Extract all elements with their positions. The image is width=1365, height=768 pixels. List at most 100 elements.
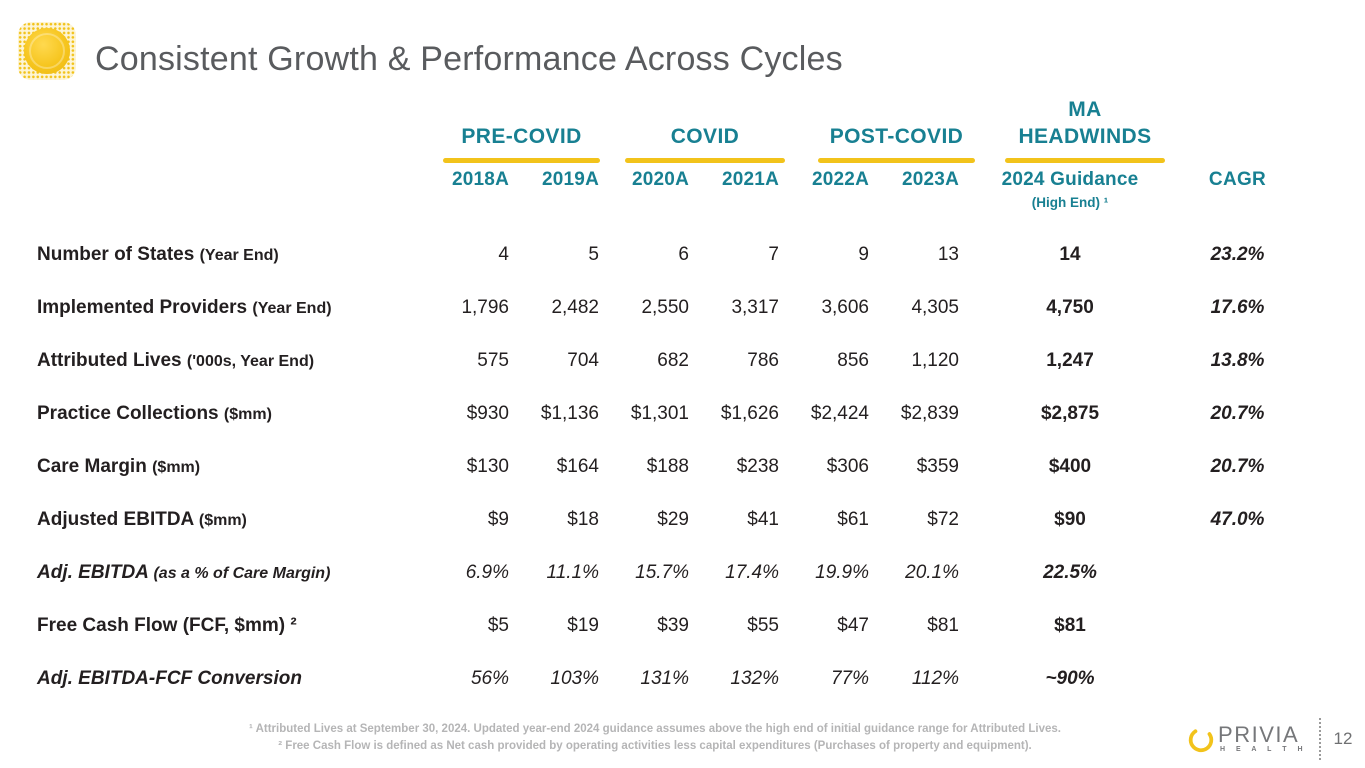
row-value: $1,136 [540,402,599,424]
row-guidance-value: 1,247 [1046,349,1094,371]
year-header-row: 2018A 2019A 2020A 2021A 2022A 2023A [420,169,960,191]
group-underline-bar [818,158,975,163]
row-label-main: Adjusted EBITDA [37,508,194,530]
row-value: 856 [837,349,869,371]
year-header: 2019A [542,169,599,190]
row-value: $1,301 [630,402,689,424]
footnote-line: ¹ Attributed Lives at September 30, 2024… [248,723,1061,735]
row-value: $9 [487,508,509,530]
row-cagr-value: 20.7% [1210,455,1265,477]
row-value: 3,317 [731,296,779,318]
row-value: 4 [498,243,509,265]
row-value: $306 [826,455,869,477]
row-value: $29 [657,508,689,530]
row-value: 20.1% [905,561,959,583]
row-value: 13 [937,243,959,265]
row-label-suffix: ('000s, Year End) [186,352,315,370]
row-value: 112% [911,667,959,689]
row-label-suffix: (Year End) [252,299,332,317]
row-value: 6.9% [465,561,509,583]
row-value: 575 [477,349,509,371]
row-guidance-value: $400 [1048,455,1092,477]
table-body: Number of States (Year End) 4 5 6 7 9 13 14 23.2… [37,228,1332,705]
row-label: Number of States (Year End) [37,244,420,266]
column-group-label-line: POST-COVID [829,125,964,149]
column-group-label: MA HEADWINDS [1018,97,1151,151]
row-value: $2,839 [900,402,959,424]
privia-brand-name: PRIVIA [1218,722,1300,747]
row-value: 11.1% [546,561,599,583]
column-group-label: POST-COVID [830,124,964,151]
row-value: 17.4% [725,561,779,583]
row-value: 131% [640,667,689,689]
group-underline-bar [443,158,600,163]
year-header: 2021A [722,169,779,190]
row-value: 132% [730,667,779,689]
row-value: $359 [916,455,959,477]
column-group-label-line: MA [1068,98,1102,122]
row-label-suffix: (Year End) [199,246,279,264]
table-row: Adj. EBITDA (as a % of Care Margin) 6.9% 1… [37,546,1332,599]
row-cagr-value: 20.7% [1210,402,1265,424]
row-value: 682 [657,349,689,371]
table-row: Implemented Providers (Year End) 1,796 2,4… [37,281,1332,334]
row-value: $18 [567,508,599,530]
row-cagr-value: 13.8% [1210,349,1265,371]
table-row: Adjusted EBITDA ($mm) $9 $18 $29 $41 $61 $72 $9… [37,493,1332,546]
page-number-divider [1319,718,1321,760]
row-cagr-value: 47.0% [1210,508,1265,530]
row-value: $81 [927,614,959,636]
row-value: $61 [837,508,869,530]
page-number: 12 [1333,729,1353,748]
row-value: 6 [678,243,689,265]
privia-ring-icon [1188,727,1214,753]
row-label-suffix: ($mm) [198,511,247,529]
group-underline-bar [625,158,785,163]
year-header: 2022A [812,169,869,190]
row-label-main: Number of States [37,243,195,265]
column-group-pre-covid: PRE-COVID [443,95,600,163]
column-group-post-covid: POST-COVID [818,95,975,163]
row-value: 4,305 [911,296,959,318]
row-guidance-value: $90 [1054,508,1086,530]
row-value: 103% [550,667,599,689]
row-guidance-value: 22.5% [1043,561,1097,583]
row-guidance-value: $81 [1054,614,1086,636]
row-value: 2,482 [551,296,599,318]
row-value: $1,626 [720,402,779,424]
row-label-main: Attributed Lives [37,349,182,371]
year-header: 2023A [902,169,959,190]
row-value: 704 [567,349,599,371]
row-value: $2,424 [810,402,869,424]
row-value: 2,550 [641,296,689,318]
row-guidance-value: $2,875 [1040,402,1100,424]
column-group-label: PRE-COVID [461,124,581,151]
row-value: $19 [567,614,599,636]
row-label: Adj. EBITDA (as a % of Care Margin) [37,562,420,584]
row-value: $39 [657,614,689,636]
year-header: 2020A [632,169,689,190]
row-guidance-value: 14 [1059,243,1081,265]
row-label-main: Practice Collections [37,402,219,424]
guidance-header-subline: (High End) ¹ [1031,195,1109,210]
row-value: 77% [830,667,869,689]
table-row: Adj. EBITDA-FCF Conversion 56% 103% 131% 132… [37,652,1332,705]
table-row: Practice Collections ($mm) $930 $1,136 $1,3… [37,387,1332,440]
row-label: Adjusted EBITDA ($mm) [37,509,420,531]
column-group-covid: COVID [625,95,785,163]
company-logo-icon [18,22,76,80]
row-label: Attributed Lives ('000s, Year End) [37,350,420,372]
row-value: $41 [747,508,779,530]
row-value: $238 [736,455,779,477]
footer: PRIVIA H E A L T H 12 [1186,718,1353,760]
row-value: 15.7% [635,561,689,583]
row-value: 7 [768,243,779,265]
row-label-main: Adj. EBITDA-FCF Conversion [37,667,302,689]
row-label-suffix: ($mm) [152,458,201,476]
row-label-main: Care Margin [37,455,147,477]
year-header: 2018A [452,169,509,190]
footnote-line: ² Free Cash Flow is defined as Net cash … [278,740,1032,752]
table-header: PRE-COVID COVID POST-COVID MA HEADWINDS 2018… [37,95,1332,228]
row-label-suffix: ($mm) [223,405,272,423]
row-value: 19.9% [815,561,869,583]
